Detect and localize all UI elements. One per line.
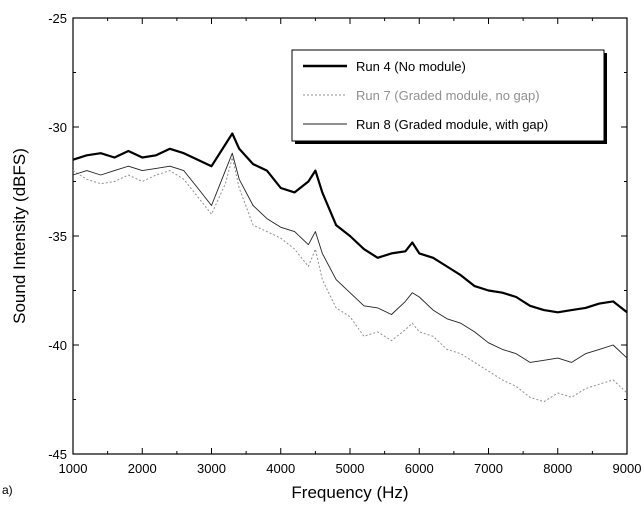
x-tick-label: 9000 xyxy=(613,461,642,476)
x-tick-label: 7000 xyxy=(474,461,503,476)
panel-label: a) xyxy=(2,483,13,497)
x-axis-title: Frequency (Hz) xyxy=(291,483,408,502)
legend-label-run8: Run 8 (Graded module, with gap) xyxy=(356,117,548,132)
series-line-2 xyxy=(72,157,628,403)
legend: Run 4 (No module) Run 7 (Graded module, … xyxy=(291,49,607,144)
series-layer xyxy=(72,132,628,403)
y-tick-label: -40 xyxy=(48,338,67,353)
x-tick-label: 2000 xyxy=(128,461,157,476)
x-tick-label: 1000 xyxy=(59,461,88,476)
y-tick-label: -45 xyxy=(48,447,67,462)
tick-labels: 1000 2000 3000 4000 5000 6000 7000 8000 9000 -45 -… xyxy=(48,11,641,476)
x-tick-label: 4000 xyxy=(266,461,295,476)
x-tick-label: 5000 xyxy=(336,461,365,476)
x-tick-label: 3000 xyxy=(197,461,226,476)
y-tick-label: -30 xyxy=(48,120,67,135)
legend-label-run4: Run 4 (No module) xyxy=(356,59,466,74)
legend-label-run7: Run 7 (Graded module, no gap) xyxy=(356,88,540,103)
series-line-3 xyxy=(72,152,628,363)
x-tick-label: 6000 xyxy=(405,461,434,476)
series-line-1 xyxy=(72,132,628,314)
y-axis-title: Sound Intensity (dBFS) xyxy=(10,148,29,324)
axis-ticks xyxy=(72,17,628,455)
y-tick-label: -35 xyxy=(48,229,67,244)
x-tick-label: 8000 xyxy=(543,461,572,476)
y-tick-label: -25 xyxy=(48,11,67,26)
